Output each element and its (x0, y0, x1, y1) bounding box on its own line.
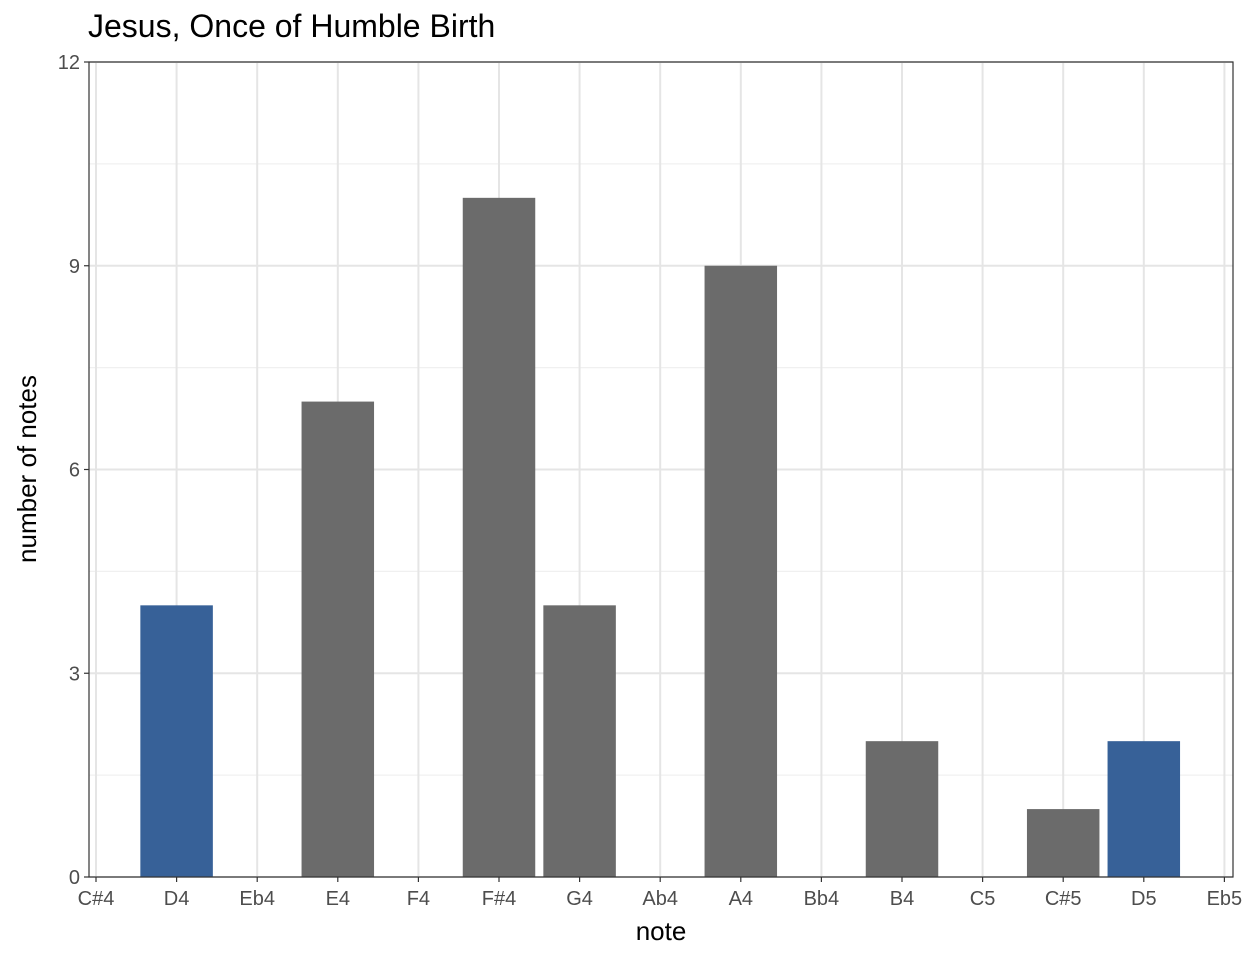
bar-g4 (543, 605, 616, 877)
y-tick-label: 0 (69, 867, 80, 889)
chart-title: Jesus, Once of Humble Birth (88, 8, 496, 44)
x-tick-label: F#4 (482, 888, 516, 910)
y-axis-title: number of notes (12, 375, 42, 563)
bar-fsharp4 (462, 197, 536, 878)
bar-b4 (865, 741, 939, 877)
x-tick-label: F4 (407, 888, 430, 910)
x-axis-title: note (636, 916, 687, 946)
bar-d5 (1107, 741, 1181, 877)
x-tick-label: Eb4 (239, 888, 275, 910)
x-tick-label: G4 (566, 888, 593, 910)
bars (140, 197, 1181, 878)
x-tick-label: Eb5 (1207, 888, 1243, 910)
x-tick-label: C#5 (1045, 888, 1082, 910)
y-tick-label: 6 (69, 460, 80, 482)
x-tick-label: B4 (890, 888, 914, 910)
axes: 0 3 6 9 12 C#4 D4 Eb4 E4 F4 F#4 G4 Ab4 A4 Bb4 B4 C5 C#5 D5… (58, 52, 1242, 910)
bar-csharp5 (1026, 809, 1100, 877)
bar-a4 (704, 265, 778, 877)
x-tick-label: C5 (970, 888, 996, 910)
bar-e4 (301, 401, 375, 877)
bar-d4 (140, 605, 213, 877)
y-tick-label: 12 (58, 52, 80, 74)
x-tick-label: Bb4 (804, 888, 840, 910)
x-tick-label: C#4 (78, 888, 115, 910)
x-tick-label: D4 (164, 888, 190, 910)
y-tick-label: 3 (69, 663, 80, 685)
x-tick-label: Ab4 (642, 888, 678, 910)
x-tick-label: E4 (326, 888, 350, 910)
y-tick-label: 9 (69, 256, 80, 278)
x-tick-label: A4 (729, 888, 753, 910)
x-tick-label: D5 (1131, 888, 1157, 910)
